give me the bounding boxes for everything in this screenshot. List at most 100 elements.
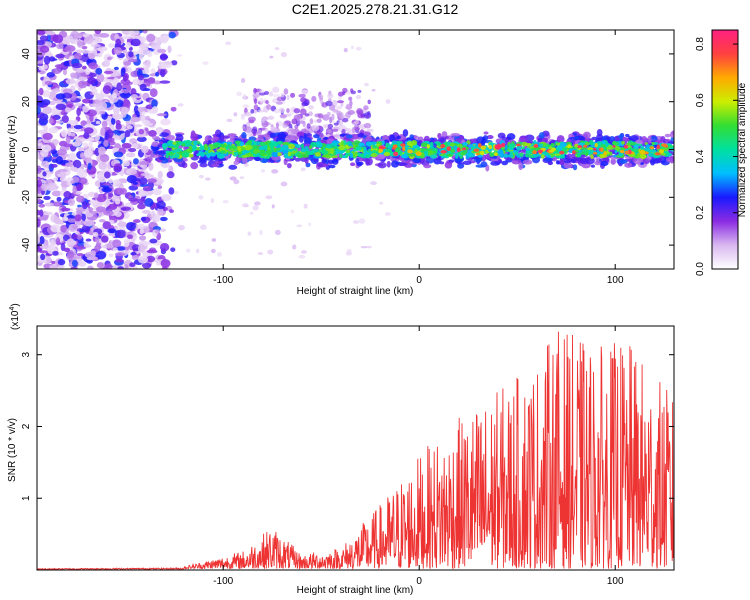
heatmap-cell: [286, 163, 292, 169]
heatmap-cell: [556, 135, 565, 144]
heatmap-cell: [311, 95, 317, 102]
heatmap-cell: [640, 145, 645, 150]
heatmap-cell: [141, 209, 151, 214]
heatmap-cell: [522, 159, 533, 165]
heatmap-cell: [86, 265, 94, 269]
heatmap-cell: [379, 201, 384, 205]
heatmap-cell: [124, 264, 129, 269]
heatmap-cell: [48, 117, 54, 124]
heatmap-cell: [318, 94, 324, 99]
heatmap-cell: [365, 135, 373, 142]
heatmap-cell: [159, 216, 168, 222]
heatmap-cell: [124, 130, 131, 138]
heatmap-cell: [607, 144, 614, 150]
heatmap-cell: [273, 141, 278, 147]
heatmap-cell: [440, 143, 446, 148]
heatmap-cell: [567, 144, 572, 149]
heatmap-cell: [89, 112, 94, 122]
heatmap-cell: [338, 120, 344, 126]
heatmap-cell: [267, 115, 275, 120]
heatmap-cell: [338, 153, 343, 159]
heatmap-cell: [67, 250, 75, 259]
heatmap-cell: [186, 248, 191, 253]
heatmap-cell: [72, 159, 82, 169]
heatmap-cell: [39, 250, 48, 254]
heatmap-cell: [383, 151, 391, 157]
heatmap-cell: [156, 200, 166, 210]
heatmap-cell: [167, 151, 174, 156]
heatmap-cell: [300, 89, 309, 95]
heatmap-cell: [116, 82, 122, 92]
heatmap-cell: [75, 69, 86, 73]
heatmap-cell: [325, 100, 333, 107]
heatmap-cell: [130, 38, 141, 47]
heatmap-cell: [104, 59, 110, 67]
heatmap-cell: [81, 49, 91, 54]
heatmap-cell: [156, 113, 167, 117]
heatmap-cell: [202, 61, 209, 65]
heatmap-cell: [269, 159, 276, 163]
heatmap-cell: [326, 145, 333, 149]
heatmap-cell: [571, 152, 576, 160]
heatmap-cell: [207, 139, 213, 144]
heatmap-cell: [239, 141, 245, 147]
heatmap-cell: [71, 259, 78, 268]
y-tick-label: 1: [21, 495, 32, 501]
heatmap-cell: [117, 130, 125, 134]
heatmap-cell: [121, 89, 130, 94]
heatmap-cell: [60, 225, 67, 233]
heatmap-cell: [249, 211, 254, 215]
heatmap-cell: [305, 132, 312, 137]
heatmap-cell: [62, 88, 73, 94]
heatmap-cell: [241, 125, 246, 130]
heatmap-cell: [456, 143, 463, 148]
heatmap-cell: [661, 143, 667, 147]
heatmap-cell: [141, 119, 151, 125]
heatmap-cell: [391, 160, 399, 168]
heatmap-cell: [76, 252, 84, 257]
snr-y-ticks: 1 2 3: [21, 351, 674, 501]
heatmap-cell: [407, 149, 413, 154]
heatmap-cell: [121, 142, 132, 149]
heatmap-cell: [272, 86, 280, 93]
heatmap-cell: [70, 72, 77, 78]
heatmap-cell: [198, 195, 204, 200]
heatmap-cell: [70, 266, 78, 269]
heatmap-cell: [226, 118, 233, 123]
heatmap-cell: [365, 158, 371, 166]
heatmap-cell: [456, 152, 462, 156]
heatmap-cell: [258, 146, 263, 151]
heatmap-cell: [95, 120, 101, 125]
heatmap-cell: [397, 162, 408, 167]
heatmap-cell: [57, 169, 69, 173]
heatmap-cell: [146, 178, 157, 184]
colorbar-tick-label: 0.0: [695, 262, 706, 276]
heatmap-cell: [366, 128, 374, 132]
colorbar: 0.0 0.2 0.4 0.6 0.8 Normalized spectral ampl…: [695, 29, 748, 276]
heatmap-cell: [275, 122, 279, 129]
heatmap-cell: [407, 153, 416, 157]
heatmap-cell: [142, 30, 148, 34]
heatmap-cell: [75, 220, 86, 226]
heatmap-cell: [158, 156, 167, 161]
heatmap-cell: [159, 68, 166, 78]
heatmap-cell: [336, 100, 345, 104]
y-tick-label: 40: [21, 48, 32, 60]
heatmap-cell: [55, 53, 65, 59]
heatmap-cell: [576, 152, 582, 158]
heatmap-cell: [146, 249, 158, 254]
heatmap-cell: [393, 151, 399, 157]
heatmap-cell: [187, 153, 194, 158]
heatmap-cell: [41, 216, 48, 221]
heatmap-cell: [112, 113, 123, 120]
colorbar-tick-label: 0.2: [695, 205, 706, 219]
heatmap-cell: [304, 99, 310, 106]
heatmap-cell: [138, 235, 147, 241]
heatmap-cell: [120, 78, 131, 85]
heatmap-cell: [345, 103, 353, 111]
heatmap-cell: [300, 143, 305, 149]
heatmap-cell: [462, 142, 468, 146]
heatmap-cell: [111, 92, 117, 99]
heatmap-cell: [443, 154, 448, 158]
heatmap-cell: [246, 132, 254, 138]
